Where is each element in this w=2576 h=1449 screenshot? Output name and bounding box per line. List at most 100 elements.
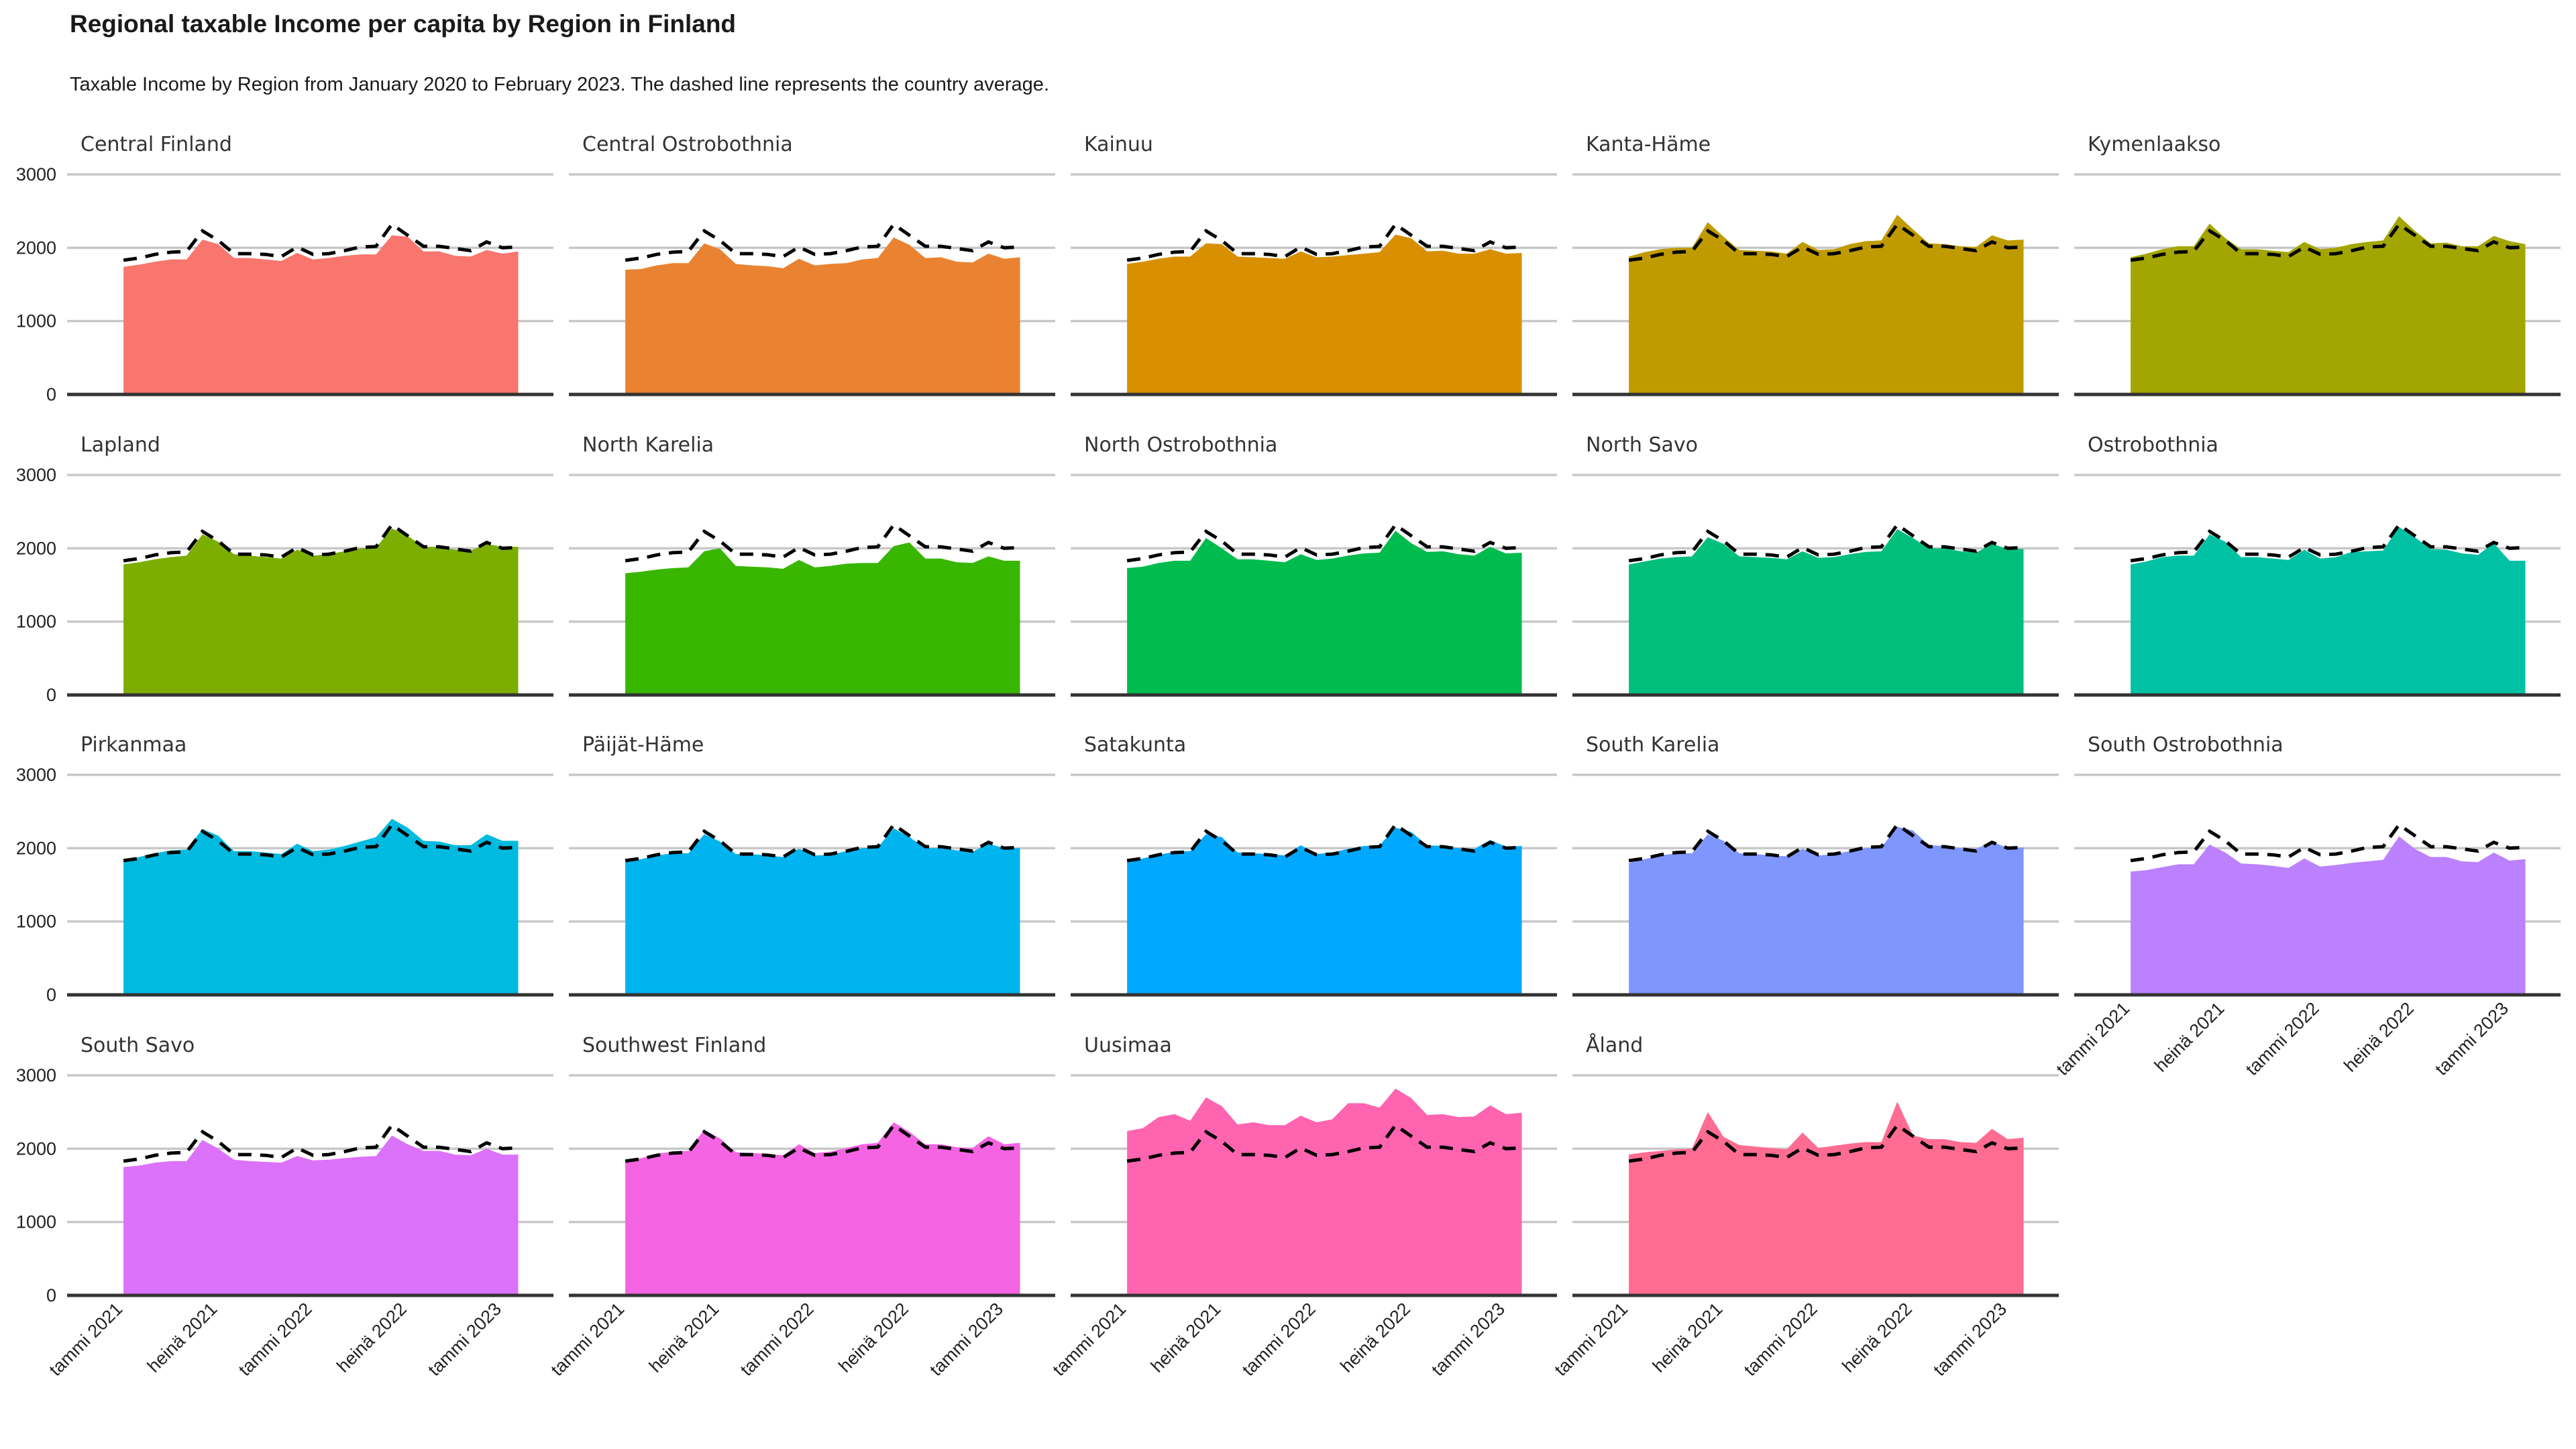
x-tick-label: heinä 2022 [333, 1299, 411, 1377]
x-tick-label: heinä 2021 [645, 1299, 723, 1377]
panel-label: South Karelia [1586, 733, 1719, 757]
x-tick-label: tammi 2023 [424, 1299, 505, 1380]
x-tick-label: tammi 2021 [2052, 998, 2133, 1079]
area-series [123, 1135, 519, 1295]
x-tick-label: heinä 2021 [2151, 998, 2229, 1076]
country-average-line [1628, 522, 2024, 563]
x-tick-label: tammi 2022 [737, 1299, 818, 1380]
country-average-line [1126, 822, 1522, 863]
panel-label: North Ostrobothnia [1084, 433, 1277, 457]
y-tick-label: 2000 [16, 237, 56, 258]
x-tick-label: tammi 2022 [2242, 998, 2323, 1079]
panel-label: Kanta-Häme [1586, 133, 1711, 156]
panel-label: Kainuu [1084, 133, 1153, 156]
facet-panel: South Karelia [1572, 733, 2059, 997]
x-tick-label: tammi 2022 [1238, 1299, 1320, 1380]
country-average-line [2130, 221, 2526, 262]
area-series [625, 237, 1020, 394]
y-tick-label: 3000 [16, 164, 56, 184]
panel-label: North Savo [1586, 433, 1698, 457]
panel-label: Uusimaa [1084, 1034, 1172, 1057]
area-series [625, 542, 1020, 695]
y-tick-label: 3000 [16, 465, 56, 485]
x-tick-label: heinä 2021 [1147, 1299, 1225, 1377]
area-series [1629, 826, 2024, 995]
facet-panel: Päijät-Häme [569, 733, 1055, 997]
facet-panel: Kainuu [1071, 133, 1557, 396]
x-tick-label: heinä 2022 [835, 1299, 912, 1377]
country-average-line [1628, 822, 2024, 863]
facet-panel: Ostrobothnia [2074, 433, 2561, 697]
y-tick-label: 1000 [16, 1212, 56, 1232]
y-tick-label: 0 [46, 685, 56, 705]
country-average-line [625, 822, 1020, 863]
x-tick-label: tammi 2021 [547, 1299, 628, 1380]
panel-label: Ostrobothnia [2088, 433, 2218, 457]
country-average-line [625, 522, 1020, 563]
panel-label: South Ostrobothnia [2088, 733, 2284, 757]
country-average-line [1126, 221, 1522, 262]
chart-title: Regional taxable Income per capita by Re… [70, 10, 736, 38]
area-series [1127, 234, 1522, 394]
y-tick-label: 1000 [16, 612, 56, 632]
area-series [1629, 529, 2024, 695]
facet-panel: Kanta-Häme [1572, 133, 2059, 396]
country-average-line [1126, 522, 1522, 563]
panel-label: Kymenlaakso [2088, 133, 2220, 156]
panel-label: North Karelia [582, 433, 714, 457]
panel-label: Central Finland [80, 133, 232, 156]
x-tick-label: tammi 2021 [45, 1299, 126, 1380]
panel-label: Satakunta [1084, 733, 1186, 757]
facet-panel: Central Finland 0 1000 2000 3000 [16, 133, 553, 405]
facet-panels: Central Finland 0 1000 2000 3000 Central Ostr… [16, 133, 2561, 1380]
x-tick-label: tammi 2023 [2431, 998, 2512, 1079]
country-average-line [123, 221, 519, 262]
panel-label: Åland [1586, 1033, 1643, 1057]
y-tick-label: 1000 [16, 912, 56, 932]
y-tick-label: 0 [46, 985, 56, 1005]
area-series [625, 828, 1020, 995]
facet-panel: Lapland 0 1000 2000 3000 [16, 433, 553, 705]
x-tick-label: tammi 2021 [1049, 1299, 1130, 1380]
country-average-line [2130, 822, 2526, 863]
country-average-line [2130, 522, 2526, 563]
area-series [1127, 827, 1522, 995]
area-series [123, 528, 519, 695]
chart-subtitle: Taxable Income by Region from January 20… [70, 74, 1049, 95]
facet-panel: Uusimaa tammi 2021 heinä 2021 tammi 2022 hei… [1049, 1034, 1557, 1380]
panel-label: Central Ostrobothnia [582, 133, 793, 156]
x-tick-label: heinä 2021 [144, 1299, 221, 1377]
area-series [625, 1122, 1020, 1295]
y-tick-label: 3000 [16, 1065, 56, 1085]
y-tick-label: 2000 [16, 1138, 56, 1159]
country-average-line [123, 822, 519, 863]
x-tick-label: tammi 2022 [235, 1299, 316, 1380]
facet-panel: North Karelia [569, 433, 1055, 697]
x-tick-label: tammi 2023 [1428, 1299, 1509, 1380]
area-series [2131, 527, 2526, 695]
y-tick-label: 1000 [16, 311, 56, 331]
country-average-line [1126, 1122, 1522, 1163]
facet-panel: Pirkanmaa 0 1000 2000 3000 [16, 733, 553, 1005]
area-series [1127, 531, 1522, 695]
area-series [1629, 1102, 2024, 1295]
x-tick-label: heinä 2022 [1838, 1299, 1916, 1377]
facet-panel: Kymenlaakso [2074, 133, 2561, 396]
panel-label: Southwest Finland [582, 1034, 766, 1057]
area-series [2131, 216, 2526, 394]
x-tick-label: tammi 2022 [1740, 1299, 1821, 1380]
panel-label: Lapland [80, 433, 160, 457]
area-series [1629, 215, 2024, 394]
facet-panel: North Ostrobothnia [1071, 433, 1557, 697]
country-average-line [123, 522, 519, 563]
area-series [123, 235, 519, 394]
panel-label: South Savo [80, 1034, 195, 1057]
country-average-line [123, 1122, 519, 1163]
y-tick-label: 2000 [16, 838, 56, 858]
x-tick-label: tammi 2023 [926, 1299, 1007, 1380]
x-tick-label: heinä 2022 [1336, 1299, 1414, 1377]
country-average-line [1628, 221, 2024, 262]
